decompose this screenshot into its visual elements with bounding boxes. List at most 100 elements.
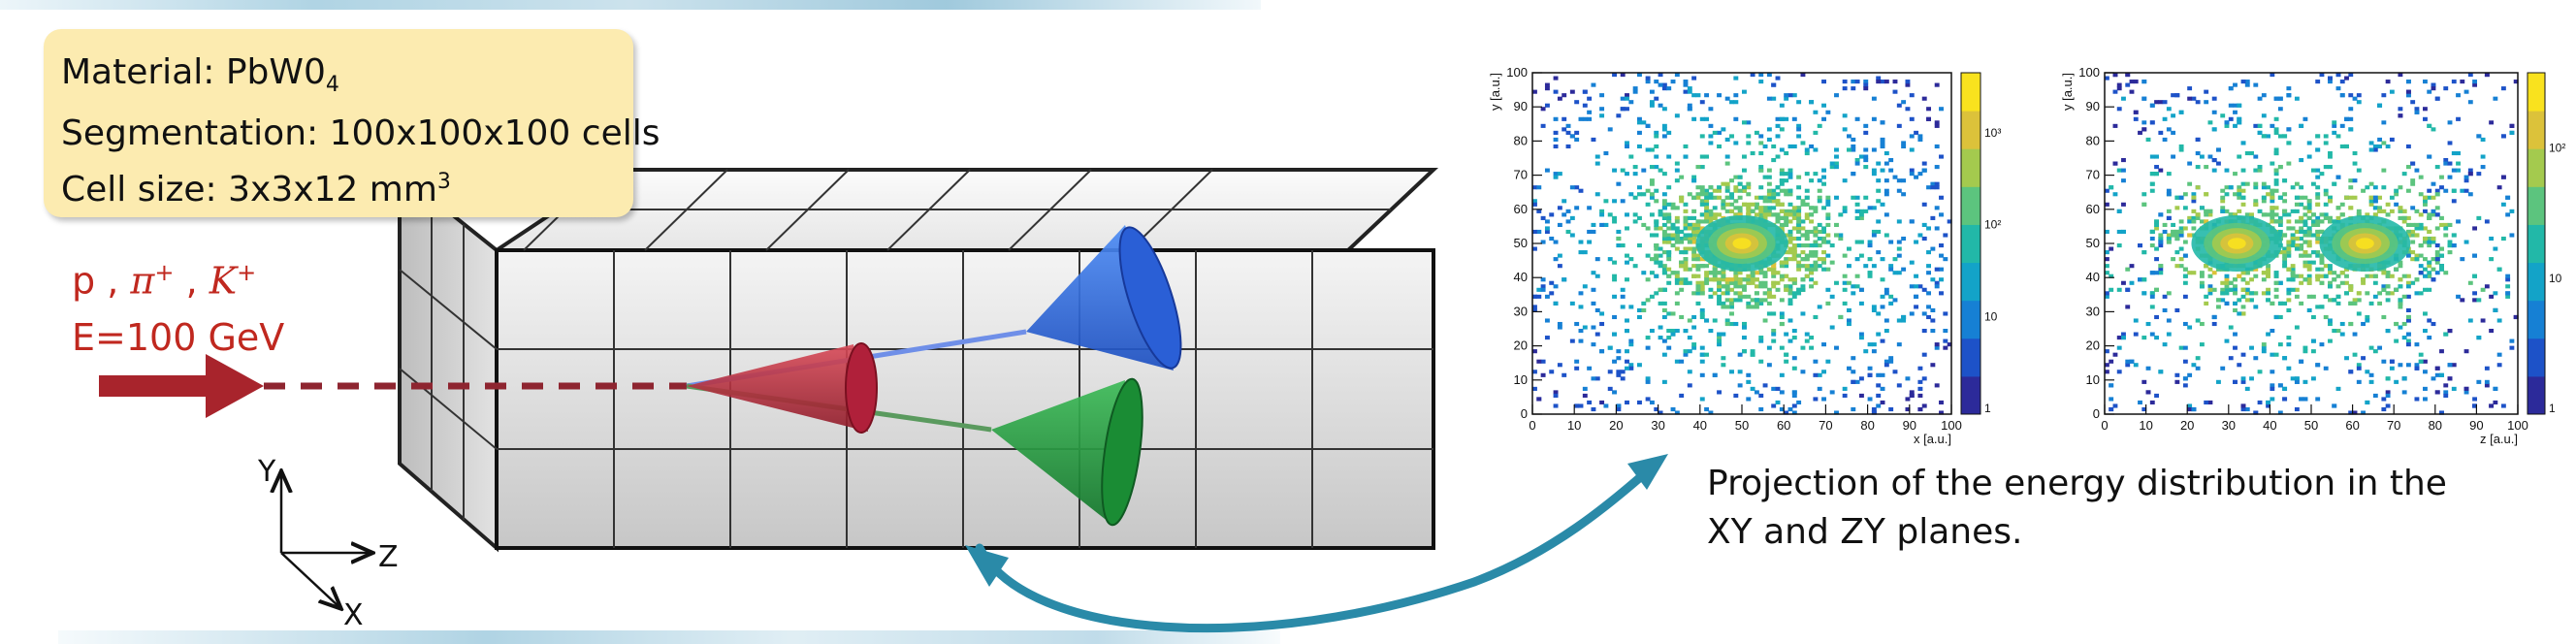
heat-cell bbox=[2315, 250, 2321, 255]
heat-cell bbox=[2171, 222, 2176, 227]
heat-cell bbox=[2493, 307, 2498, 312]
heat-cell bbox=[1742, 202, 1747, 207]
heat-cell bbox=[1758, 336, 1764, 340]
heat-cell bbox=[1813, 130, 1819, 135]
heat-cell bbox=[1708, 329, 1714, 334]
heat-cell bbox=[1625, 172, 1629, 177]
heat-cell bbox=[1645, 76, 1651, 80]
heat-cell bbox=[2394, 202, 2399, 207]
heat-cell bbox=[1658, 253, 1663, 258]
heat-cell bbox=[2328, 199, 2333, 204]
heat-cell bbox=[1867, 243, 1873, 248]
heat-cell bbox=[2286, 298, 2292, 303]
heat-cell bbox=[2302, 212, 2308, 217]
heat-cell bbox=[1742, 287, 1747, 292]
heat-cell bbox=[1625, 96, 1629, 101]
heat-cell bbox=[1888, 267, 1894, 272]
heat-cell bbox=[2199, 206, 2205, 210]
heat-cell bbox=[2484, 219, 2490, 224]
heat-cell bbox=[1712, 195, 1718, 200]
heat-cell bbox=[2356, 363, 2362, 368]
heat-cell bbox=[2244, 291, 2250, 296]
heat-cell bbox=[2270, 195, 2275, 200]
heat-cell bbox=[2178, 233, 2184, 238]
heat-cell bbox=[1637, 243, 1642, 248]
heat-cell bbox=[1599, 321, 1605, 327]
heat-cell bbox=[2125, 359, 2131, 364]
heat-cell bbox=[2240, 141, 2246, 145]
x-tick-label: 20 bbox=[1609, 418, 1623, 433]
heat-cell bbox=[2365, 274, 2370, 278]
heat-cell bbox=[1625, 318, 1629, 323]
heat-cell bbox=[1562, 116, 1567, 121]
heat-cell bbox=[1683, 250, 1689, 255]
heat-cell bbox=[2302, 345, 2308, 350]
heat-cell bbox=[2405, 294, 2411, 299]
heat-cell bbox=[1804, 243, 1810, 248]
heat-cell bbox=[2339, 123, 2345, 128]
heat-cell bbox=[1934, 345, 1940, 350]
heat-cell bbox=[2365, 291, 2370, 296]
heat-cell bbox=[1867, 342, 1873, 347]
heat-cell bbox=[2286, 93, 2292, 98]
heat-cell bbox=[2456, 93, 2461, 98]
heat-cell bbox=[2199, 342, 2205, 347]
heat-cell bbox=[1784, 93, 1789, 98]
heat-cell bbox=[2116, 287, 2122, 292]
heat-cell bbox=[1821, 181, 1826, 186]
heat-cell bbox=[2290, 240, 2296, 244]
heat-cell bbox=[1821, 397, 1826, 402]
heat-cell bbox=[1930, 246, 1936, 251]
heat-cell bbox=[2385, 212, 2391, 217]
heat-cell bbox=[1658, 301, 1663, 306]
heat-cell bbox=[1784, 250, 1789, 255]
heat-cell bbox=[2451, 386, 2457, 391]
heat-cell bbox=[1842, 274, 1848, 278]
heat-cell bbox=[1829, 390, 1835, 395]
heat-cell bbox=[2299, 246, 2304, 251]
heat-cell bbox=[1691, 178, 1697, 183]
heat-cell bbox=[2377, 137, 2383, 142]
heat-cell bbox=[2220, 199, 2226, 204]
heat-cell bbox=[2233, 110, 2238, 114]
heat-cell bbox=[2253, 202, 2259, 207]
heat-cell bbox=[1884, 291, 1889, 296]
heat-cell bbox=[1909, 393, 1915, 398]
heat-cell bbox=[2339, 93, 2345, 98]
heat-cell bbox=[1712, 212, 1718, 217]
heat-cell bbox=[2273, 294, 2279, 299]
heat-cell bbox=[2480, 287, 2486, 292]
heat-cell bbox=[1699, 219, 1705, 224]
heat-cell bbox=[2394, 338, 2399, 343]
heat-cell bbox=[1704, 154, 1710, 159]
heat-cell bbox=[2423, 386, 2428, 391]
heat-cell bbox=[2431, 321, 2436, 327]
heat-cell bbox=[2398, 264, 2403, 269]
heat-cell bbox=[2237, 311, 2242, 316]
heat-cell bbox=[2423, 257, 2428, 262]
heat-cell bbox=[2187, 233, 2193, 238]
heat-cell bbox=[2302, 206, 2308, 210]
heat-cell bbox=[1666, 86, 1672, 91]
heat-cell bbox=[2368, 202, 2374, 207]
heat-cell bbox=[2290, 243, 2296, 248]
heat-cell bbox=[1905, 376, 1911, 381]
heat-cell bbox=[2398, 73, 2403, 78]
heat-cell bbox=[1779, 172, 1785, 177]
heat-cell bbox=[2154, 226, 2159, 231]
y-tick-label: 10 bbox=[1514, 372, 1528, 387]
heat-cell bbox=[1787, 257, 1793, 262]
heat-cell bbox=[1737, 212, 1743, 217]
heat-cell bbox=[1896, 178, 1902, 183]
heat-cell bbox=[1544, 318, 1550, 323]
heat-cell bbox=[2182, 294, 2188, 299]
heat-cell bbox=[2476, 172, 2482, 177]
heat-cell bbox=[2216, 305, 2221, 309]
heat-cell bbox=[1737, 280, 1743, 285]
heat-cell bbox=[2311, 260, 2316, 265]
heat-cell bbox=[1921, 287, 1927, 292]
heat-cell bbox=[1863, 349, 1869, 354]
heat-cell bbox=[2447, 222, 2453, 227]
heat-cell bbox=[1800, 202, 1806, 207]
heat-cell bbox=[1758, 150, 1764, 156]
